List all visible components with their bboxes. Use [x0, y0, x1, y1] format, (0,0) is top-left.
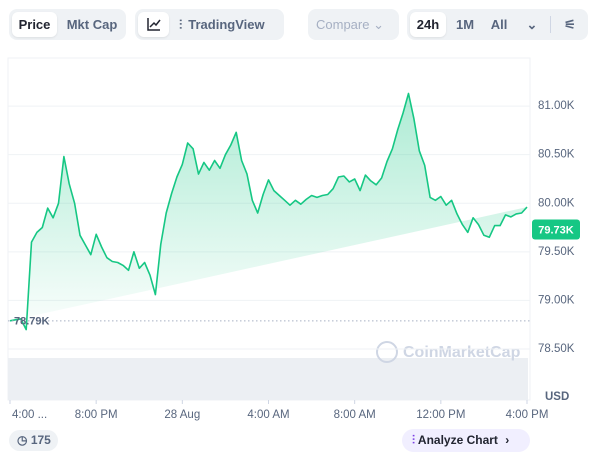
volume-band: [8, 358, 528, 400]
tradingview-button[interactable]: ⫶ TradingView: [179, 12, 279, 37]
tradingview-label: TradingView: [188, 17, 265, 32]
view-switch: Price Mkt Cap: [9, 9, 126, 40]
price-badge: [532, 219, 580, 240]
range-switch: 24h 1M All ⌄ ⚟: [407, 9, 588, 40]
history-count: 175: [30, 433, 51, 447]
chart-type-switch: ⫶ TradingView: [135, 9, 284, 40]
price-tab[interactable]: Price: [12, 12, 57, 37]
watermark-text: CoinMarketCap: [403, 344, 521, 361]
compare-label: Compare: [316, 17, 370, 32]
clock-icon: ◷: [17, 433, 28, 447]
range-more[interactable]: ⌄: [526, 17, 538, 32]
currency-label: USD: [545, 391, 569, 403]
candle-icon: ⫶: [179, 17, 183, 32]
price-line: [9, 92, 528, 331]
range-24h[interactable]: 24h: [410, 12, 446, 37]
y-tick-label: 81.00K: [538, 100, 575, 112]
price-badge-label: 79.73K: [538, 224, 574, 236]
x-tick-label: 8:00 PM: [75, 409, 118, 421]
mkt-cap-tab[interactable]: Mkt Cap: [66, 17, 118, 32]
range-1m[interactable]: 1M: [455, 17, 475, 32]
line-chart-button[interactable]: [138, 12, 169, 37]
x-tick-label: 28 Aug: [164, 409, 200, 421]
y-tick-label: 79.00K: [538, 294, 575, 306]
compare-dropdown[interactable]: Compare ⌄: [308, 9, 399, 40]
analyze-button[interactable]: ⫶ Analyze Chart ›: [402, 429, 530, 452]
history-pill[interactable]: ◷ 175: [9, 430, 58, 451]
settings-button[interactable]: ⚟: [564, 17, 576, 32]
x-tick-label: 12:00 PM: [416, 409, 465, 421]
area: [10, 93, 527, 330]
y-tick-label: 80.00K: [538, 197, 575, 209]
plot-frame: [7, 57, 531, 401]
range-all[interactable]: All: [490, 17, 508, 32]
divider: [550, 16, 551, 33]
chevron: ›: [505, 433, 510, 447]
open-price-label: 78.79K: [14, 316, 50, 328]
x-tick-label: 8:00 AM: [334, 409, 376, 421]
analyze-label: Analyze Chart: [417, 433, 498, 447]
x-tick-label: 4:00 AM: [247, 409, 289, 421]
y-tick-label: 78.50K: [538, 343, 575, 355]
y-tick-label: 79.50K: [538, 246, 575, 258]
analyze-icon: ⫶: [412, 433, 416, 447]
x-tick-label: 4:00 PM: [506, 409, 549, 421]
line-icon: [146, 18, 161, 31]
watermark: CoinMarketCap: [376, 341, 521, 363]
y-tick-label: 80.50K: [538, 149, 575, 161]
x-tick-label: 4:00 ...: [12, 409, 47, 421]
